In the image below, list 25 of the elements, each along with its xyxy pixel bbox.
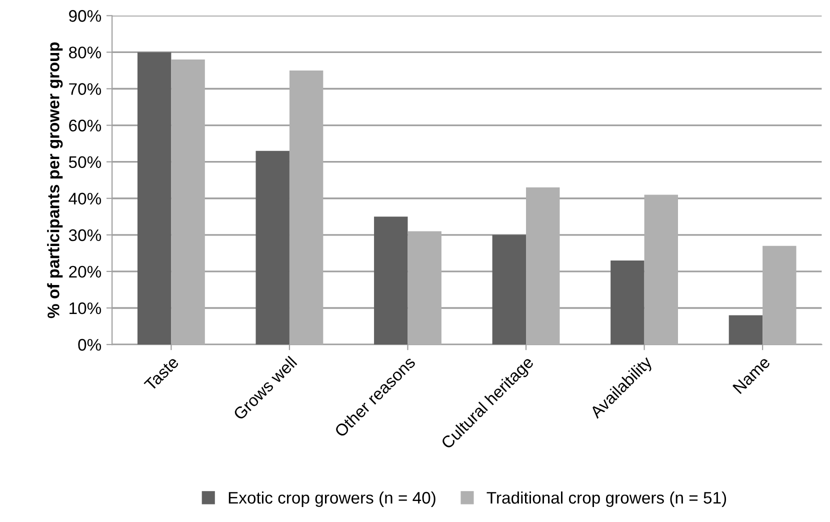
bar <box>408 231 442 345</box>
bar <box>256 150 290 345</box>
bar <box>289 70 324 345</box>
legend-label: Exotic crop growers (n = 40) <box>228 491 436 507</box>
y-tick-label: 70% <box>69 83 102 95</box>
bar <box>762 246 796 345</box>
bar <box>610 260 644 345</box>
bar <box>644 194 678 345</box>
y-tick-label: 60% <box>69 120 102 132</box>
bar <box>492 234 526 345</box>
y-tick-label: 0% <box>78 338 102 351</box>
bar <box>526 187 560 345</box>
y-axis-title: % of participants per grower group <box>47 42 63 318</box>
y-tick-label: 90% <box>69 10 102 22</box>
bar <box>728 315 763 345</box>
bar <box>171 60 205 345</box>
y-tick-label: 10% <box>70 302 102 314</box>
bar <box>374 216 408 345</box>
legend-label: Traditional crop growers (n = 51) <box>486 491 726 507</box>
y-tick-label: 80% <box>69 46 102 58</box>
y-tick-label: 20% <box>69 266 102 278</box>
bar <box>137 52 172 345</box>
y-tick-label: 30% <box>68 229 102 242</box>
y-tick-label: 40% <box>68 192 102 205</box>
y-tick-label: 50% <box>68 156 102 168</box>
